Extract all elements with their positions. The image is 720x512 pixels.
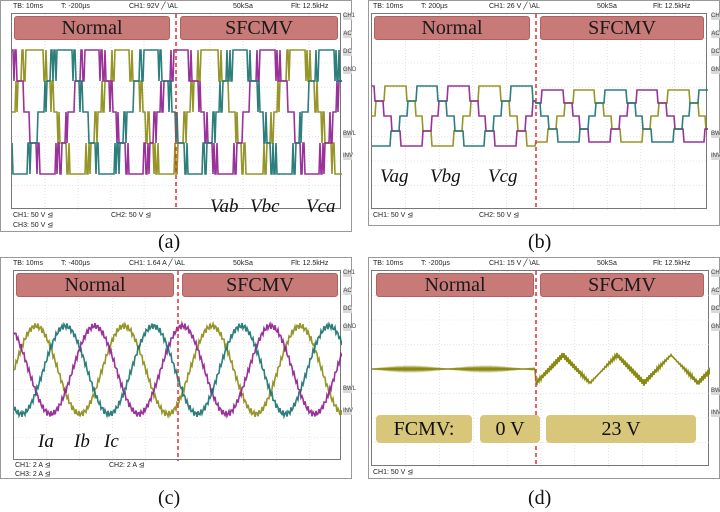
side-ch-label: CH1 [343, 270, 356, 277]
side-dc-button[interactable]: DC [343, 306, 352, 313]
side-ch-label: CH1 [343, 13, 356, 20]
ib-label: Ib [74, 431, 90, 452]
panel-d: TB: 10ms T: -200µs CH1: 15 V ╱ \AL 50kSa… [368, 257, 720, 479]
ch1-scale-readout: CH1: 50 V ⊴ [13, 212, 54, 219]
waveform-grid-a [11, 13, 342, 210]
vca-label: Vca [306, 196, 336, 217]
ch1-scale-readout: CH1: 50 V ⊴ [373, 212, 414, 219]
vab-label: Vab [210, 196, 239, 217]
side-inv-button[interactable]: INV [343, 153, 354, 160]
side-bwl-button[interactable]: BWL [711, 388, 720, 395]
side-bwl-button[interactable]: BWL [711, 131, 720, 138]
side-ac-button[interactable]: AC [711, 288, 720, 295]
vbg-label: Vbg [430, 166, 461, 187]
ic-trace [14, 321, 342, 420]
trigger-time-readout: T: -400µs [61, 260, 90, 267]
timebase-readout: TB: 10ms [13, 260, 43, 267]
sample-rate-readout: 50kSa [597, 260, 617, 267]
ia-label: Ia [38, 431, 54, 452]
caption-a: (a) [158, 231, 181, 253]
scope-header-b: TB: 10ms T: 200µs CH1: 26 V ╱ \AL 50kSa … [369, 1, 719, 12]
ib-trace [14, 320, 342, 419]
ch2-scale-readout: CH2: 2 A ⊴ [109, 462, 145, 469]
side-dc-button[interactable]: DC [711, 49, 720, 56]
trigger-time-readout: T: -200µs [61, 3, 90, 10]
sfcmv-fcmv-value-box: 23 V [546, 415, 696, 443]
caption-d: (d) [528, 487, 552, 509]
side-inv-button[interactable]: INV [343, 408, 354, 415]
normal-mode-banner: Normal [16, 273, 174, 297]
side-ac-button[interactable]: AC [343, 31, 352, 38]
ch1-scale-readout: CH1: 50 V ⊴ [373, 469, 414, 476]
side-ac-button[interactable]: AC [343, 288, 352, 295]
sfcmv-mode-banner: SFCMV [540, 273, 704, 297]
waveform-grid-c [13, 270, 342, 461]
side-gnd-button[interactable]: GND [711, 324, 720, 331]
vbc-trace [12, 49, 342, 175]
filter-readout: Flt: 12.5kHz [291, 3, 329, 10]
timebase-readout: TB: 10ms [13, 3, 43, 10]
sfcmv-mode-banner: SFCMV [540, 16, 704, 40]
side-ac-button[interactable]: AC [711, 31, 720, 38]
channel1-trigger-readout: CH1: 92V ╱ \AL [129, 3, 178, 10]
side-ch-label: CH1 [711, 13, 720, 20]
vab-trace [12, 49, 342, 175]
waveform-plot-b [372, 14, 708, 210]
scope-header-c: TB: 10ms T: -400µs CH1: 1.64 A ╱ \AL 50k… [1, 258, 351, 269]
trigger-time-readout: T: -200µs [421, 260, 450, 267]
channel1-trigger-readout: CH1: 1.64 A ╱ \AL [129, 260, 185, 267]
ch3-scale-readout: CH3: 2 A ⊴ [15, 471, 51, 478]
timebase-readout: TB: 10ms [373, 260, 403, 267]
fcmv-label-box: FCMV: [376, 415, 472, 443]
panel-b: TB: 10ms T: 200µs CH1: 26 V ╱ \AL 50kSa … [368, 0, 720, 226]
channel1-trigger-readout: CH1: 26 V ╱ \AL [489, 3, 540, 10]
timebase-readout: TB: 10ms [373, 3, 403, 10]
side-inv-button[interactable]: INV [711, 410, 720, 417]
waveform-grid-b [371, 13, 708, 210]
sample-rate-readout: 50kSa [233, 3, 253, 10]
side-bwl-button[interactable]: BWL [343, 386, 357, 393]
side-inv-button[interactable]: INV [711, 153, 720, 160]
sfcmv-mode-banner: SFCMV [180, 16, 338, 40]
vcg-label: Vcg [488, 166, 518, 187]
caption-c: (c) [158, 487, 181, 509]
sfcmv-mode-banner: SFCMV [182, 273, 338, 297]
ch3-scale-readout: CH3: 50 V ⊴ [13, 222, 54, 229]
waveform-plot-c [14, 271, 342, 461]
channel1-trigger-readout: CH1: 15 V ╱ \AL [489, 260, 540, 267]
vbc-label: Vbc [250, 196, 280, 217]
side-gnd-button[interactable]: GND [343, 324, 357, 331]
sample-rate-readout: 50kSa [233, 260, 253, 267]
ia-trace [14, 320, 342, 419]
filter-readout: Flt: 12.5kHz [653, 3, 691, 10]
scope-header-d: TB: 10ms T: -200µs CH1: 15 V ╱ \AL 50kSa… [369, 258, 719, 269]
panel-a: TB: 10ms T: -200µs CH1: 92V ╱ \AL 50kSa … [0, 0, 357, 232]
side-dc-button[interactable]: DC [711, 306, 720, 313]
fcmv-trace [372, 352, 710, 387]
ic-label: Ic [104, 431, 119, 452]
side-ch-label: CH1 [711, 270, 720, 277]
normal-mode-banner: Normal [376, 273, 534, 297]
scope-header-a: TB: 10ms T: -200µs CH1: 92V ╱ \AL 50kSa … [1, 1, 351, 12]
normal-fcmv-value-box: 0 V [480, 415, 540, 443]
ch1-scale-readout: CH1: 2 A ⊴ [15, 462, 51, 469]
sample-rate-readout: 50kSa [597, 3, 617, 10]
caption-b: (b) [528, 231, 552, 253]
filter-readout: Flt: 12.5kHz [653, 260, 691, 267]
normal-mode-banner: Normal [14, 16, 170, 40]
side-dc-button[interactable]: DC [343, 49, 352, 56]
vca-trace [12, 49, 342, 175]
panel-c: TB: 10ms T: -400µs CH1: 1.64 A ╱ \AL 50k… [0, 257, 357, 479]
side-gnd-button[interactable]: GND [711, 67, 720, 74]
side-bwl-button[interactable]: BWL [343, 131, 357, 138]
vag-label: Vag [380, 166, 409, 187]
normal-mode-banner: Normal [374, 16, 530, 40]
vcg-trace [372, 85, 708, 147]
ch2-scale-readout: CH2: 50 V ⊴ [479, 212, 520, 219]
trigger-time-readout: T: 200µs [421, 3, 448, 10]
side-gnd-button[interactable]: GND [343, 67, 357, 74]
ch2-scale-readout: CH2: 50 V ⊴ [111, 212, 152, 219]
filter-readout: Flt: 12.5kHz [291, 260, 329, 267]
waveform-plot-a [12, 14, 342, 210]
